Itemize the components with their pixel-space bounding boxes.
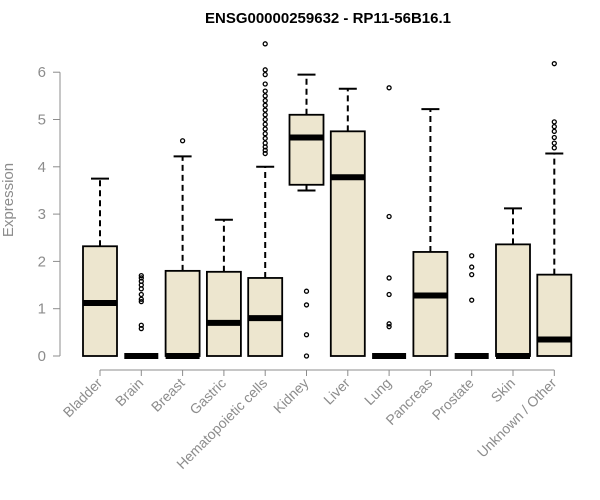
x-tick-label: Liver xyxy=(320,375,353,408)
box-hematopoietic-cells xyxy=(247,41,284,357)
outlier-point xyxy=(262,112,268,118)
x-tick-label: Skin xyxy=(488,375,519,406)
outlier-point xyxy=(262,131,268,137)
outlier-point xyxy=(386,324,392,330)
boxes xyxy=(82,41,573,359)
outlier-point xyxy=(551,134,557,141)
outlier-point xyxy=(262,121,268,127)
box-prostate xyxy=(454,253,489,359)
box-skin xyxy=(495,207,531,359)
box-iqr xyxy=(495,243,531,357)
outlier-point xyxy=(469,297,475,303)
outlier-point xyxy=(138,275,144,281)
outlier-point xyxy=(303,288,310,294)
x-tick-label: Prostate xyxy=(429,375,477,423)
outlier-point xyxy=(262,135,268,142)
box-liver xyxy=(329,87,366,357)
box-iqr xyxy=(205,270,242,357)
outlier-point xyxy=(262,81,268,87)
outlier-point xyxy=(138,325,144,332)
outlier-point xyxy=(551,145,557,151)
outlier-point xyxy=(262,150,268,157)
outlier-point xyxy=(262,97,268,104)
outlier-point xyxy=(386,85,392,91)
outlier-point xyxy=(551,61,557,67)
outlier-point xyxy=(262,71,268,78)
y-axis: 0 1 2 3 4 5 6 xyxy=(38,64,61,365)
outlier-point xyxy=(469,253,475,259)
outlier-point xyxy=(551,140,557,146)
x-tick-label: Bladder xyxy=(60,375,106,421)
outlier-point xyxy=(551,119,557,125)
box-iqr xyxy=(164,269,201,357)
chart-title: ENSG00000259632 - RP11-56B16.1 xyxy=(205,10,451,27)
box-lung xyxy=(372,85,407,359)
outlier-point xyxy=(138,291,144,298)
y-tick-label: 6 xyxy=(38,64,46,81)
y-axis-label: Expression xyxy=(0,163,17,237)
outlier-point xyxy=(138,286,144,292)
outlier-point xyxy=(262,93,268,99)
x-tick-label: Brain xyxy=(112,375,146,409)
outlier-point xyxy=(262,144,268,150)
outlier-point xyxy=(386,321,392,327)
outlier-point xyxy=(386,213,392,220)
y-tick-label: 4 xyxy=(38,159,46,176)
box-pancreas xyxy=(412,108,449,357)
outlier-point xyxy=(262,41,268,47)
outlier-point xyxy=(262,107,268,113)
y-tick-label: 2 xyxy=(38,253,46,270)
outlier-point xyxy=(179,138,186,144)
box-iqr xyxy=(536,273,573,357)
outlier-point xyxy=(386,291,392,298)
box-iqr xyxy=(412,251,449,357)
box-iqr xyxy=(288,113,325,186)
outlier-point xyxy=(262,116,268,123)
box-kidney xyxy=(288,73,325,359)
outlier-point xyxy=(138,322,144,328)
outlier-point xyxy=(469,271,475,278)
box-brain xyxy=(124,272,159,359)
outlier-point xyxy=(551,128,557,134)
y-tick-label: 0 xyxy=(38,348,46,365)
outlier-point xyxy=(303,332,310,338)
box-iqr xyxy=(329,130,366,357)
x-tick-label: Breast xyxy=(148,375,188,415)
outlier-point xyxy=(138,296,144,302)
box-unknown-other xyxy=(536,61,573,357)
outlier-point xyxy=(469,264,475,270)
outlier-point xyxy=(303,353,310,359)
outlier-point xyxy=(303,302,310,308)
x-tick-label: Kidney xyxy=(270,375,312,417)
outlier-point xyxy=(138,272,144,279)
outlier-point xyxy=(551,123,557,130)
x-tick-label: Lung xyxy=(361,375,394,408)
outlier-point xyxy=(262,147,268,153)
y-tick-label: 1 xyxy=(38,301,46,318)
box-breast xyxy=(164,138,201,359)
box-gastric xyxy=(205,218,242,357)
y-tick-label: 5 xyxy=(38,112,46,129)
outlier-point xyxy=(138,298,144,305)
box-bladder xyxy=(82,177,118,357)
outlier-point xyxy=(262,126,268,132)
outlier-point xyxy=(386,275,392,281)
outlier-point xyxy=(262,102,268,108)
outlier-point xyxy=(262,88,268,94)
y-tick-label: 3 xyxy=(38,206,46,223)
outlier-point xyxy=(262,67,268,73)
